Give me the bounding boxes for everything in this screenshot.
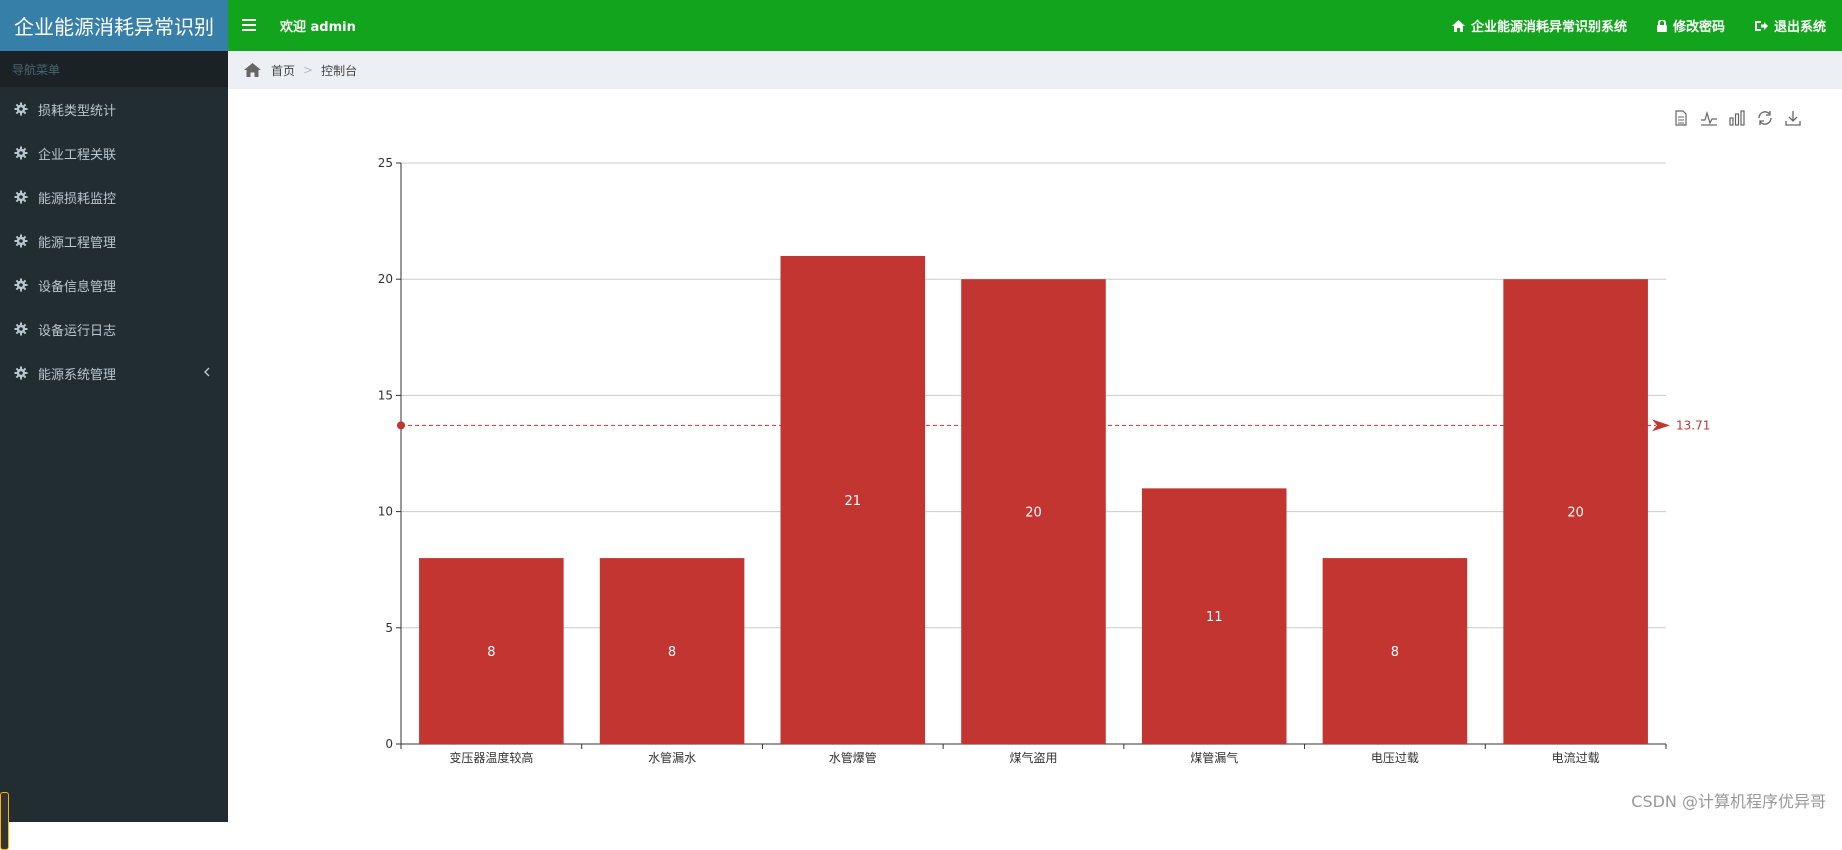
sidebar-item-label: 设备运行日志 xyxy=(38,323,117,339)
gear-icon xyxy=(14,366,28,380)
bar-chart: 0 5 10 15 20 25 8 8 21 20 11 8 20 变压器温度较高 水管漏水 水管爆管 煤气盗用… xyxy=(378,156,1711,765)
app-logo[interactable]: 企业能源消耗异常识别 xyxy=(0,0,228,51)
sidebar-item[interactable]: 设备运行日志 xyxy=(0,307,228,351)
x-tick-label: 电压过载 xyxy=(1371,751,1419,765)
gear-icon xyxy=(14,234,28,248)
y-tick-label: 5 xyxy=(385,621,393,635)
top-navbar: 欢迎 admin 企业能源消耗异常识别系统 修改密码 退出系统 xyxy=(228,0,1842,51)
x-tick-label: 电流过载 xyxy=(1552,751,1600,765)
bar xyxy=(1503,279,1648,744)
sidebar-item[interactable]: 能源工程管理 xyxy=(0,219,228,263)
x-tick-label: 水管爆管 xyxy=(829,750,877,765)
sidebar-item-label: 能源系统管理 xyxy=(38,367,117,383)
nav-change-password-label: 修改密码 xyxy=(1672,20,1725,35)
bar-value-label: 11 xyxy=(1206,610,1223,625)
y-tick-label: 20 xyxy=(378,272,393,286)
sidebar-item-label: 能源工程管理 xyxy=(38,235,117,251)
breadcrumb-home[interactable]: 首页 xyxy=(271,63,296,78)
sidebar-header: 导航菜单 xyxy=(0,51,228,87)
bar xyxy=(780,255,926,744)
bar-value-label: 8 xyxy=(668,645,676,660)
y-tick-label: 0 xyxy=(385,737,393,751)
sidebar-item[interactable]: 设备信息管理 xyxy=(0,263,228,307)
breadcrumb: 首页 > 控制台 xyxy=(228,51,1842,89)
average-line-label: 13.71 xyxy=(1676,418,1710,432)
breadcrumb-separator: > xyxy=(303,63,314,77)
line-chart-icon[interactable] xyxy=(1700,109,1718,127)
chart-toolbox xyxy=(1672,109,1802,127)
bar xyxy=(419,558,564,744)
sidebar-toggle-icon[interactable] xyxy=(242,16,256,34)
nav-logout-label: 退出系统 xyxy=(1773,20,1826,35)
x-tick-label: 水管漏水 xyxy=(648,750,696,765)
average-line-start-marker xyxy=(397,421,405,430)
scroll-handle[interactable] xyxy=(0,792,9,850)
lock-icon xyxy=(1656,19,1667,32)
home-icon[interactable] xyxy=(244,63,261,77)
gear-icon xyxy=(14,146,28,160)
sidebar-item[interactable]: 企业工程关联 xyxy=(0,131,228,175)
sidebar-item-label: 能源损耗监控 xyxy=(38,191,117,207)
welcome-text: 欢迎 admin xyxy=(280,20,356,35)
chevron-left-icon xyxy=(204,367,210,377)
gear-icon xyxy=(14,322,28,336)
sidebar: 导航菜单 损耗类型统计 企业工程关联 能源损耗监控 能源工程管理 设备信息管理 设备运行日… xyxy=(0,51,228,850)
bar xyxy=(961,279,1106,744)
bar-value-label: 20 xyxy=(1025,506,1042,521)
bar-value-label: 20 xyxy=(1567,506,1584,521)
average-line-arrow xyxy=(1652,419,1670,432)
bar-value-label: 21 xyxy=(845,494,862,509)
top-nav: 企业能源消耗异常识别系统 修改密码 退出系统 xyxy=(1451,0,1826,51)
y-tick-label: 15 xyxy=(378,388,393,402)
nav-logout[interactable]: 退出系统 xyxy=(1754,16,1826,35)
nav-change-password[interactable]: 修改密码 xyxy=(1656,16,1725,35)
bar-chart-icon[interactable] xyxy=(1728,109,1746,127)
sidebar-item-label: 损耗类型统计 xyxy=(38,103,117,119)
sidebar-item-label: 企业工程关联 xyxy=(38,147,117,163)
y-tick-label: 25 xyxy=(378,156,393,170)
gear-icon xyxy=(14,102,28,116)
gear-icon xyxy=(14,278,28,292)
watermark: CSDN @计算机程序优异哥 xyxy=(1631,792,1826,811)
home-icon xyxy=(1451,19,1465,32)
bar xyxy=(1322,558,1468,744)
breadcrumb-current: 控制台 xyxy=(321,63,358,78)
nav-system-home-label: 企业能源消耗异常识别系统 xyxy=(1470,20,1627,35)
bar xyxy=(1141,488,1287,744)
restore-icon[interactable] xyxy=(1756,109,1774,127)
data-view-icon[interactable] xyxy=(1672,109,1690,127)
bar-value-label: 8 xyxy=(487,645,495,660)
y-tick-label: 10 xyxy=(378,505,393,519)
sidebar-item-label: 设备信息管理 xyxy=(38,279,117,295)
gear-icon xyxy=(14,190,28,204)
main-content: 0 5 10 15 20 25 8 8 21 20 11 8 20 变压器温度较高 水管漏水 水管爆管 煤气盗用… xyxy=(228,89,1842,822)
x-tick-label: 变压器温度较高 xyxy=(449,750,533,765)
sidebar-item[interactable]: 损耗类型统计 xyxy=(0,87,228,131)
bar-value-label: 8 xyxy=(1391,645,1399,660)
nav-system-home[interactable]: 企业能源消耗异常识别系统 xyxy=(1451,16,1627,35)
download-icon[interactable] xyxy=(1784,109,1802,127)
x-tick-label: 煤气盗用 xyxy=(1009,750,1057,765)
bar xyxy=(599,558,745,744)
x-tick-label: 煤管漏气 xyxy=(1190,750,1238,765)
sidebar-item[interactable]: 能源系统管理 xyxy=(0,351,228,395)
logout-icon xyxy=(1754,20,1768,31)
sidebar-item[interactable]: 能源损耗监控 xyxy=(0,175,228,219)
